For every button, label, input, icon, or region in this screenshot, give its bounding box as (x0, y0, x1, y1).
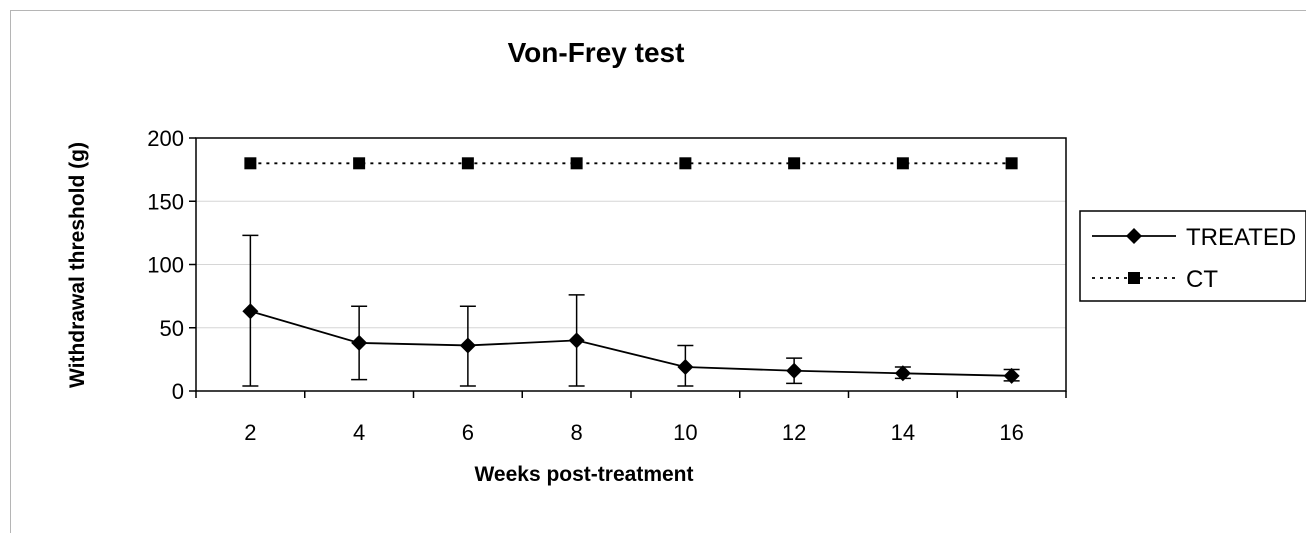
x-tick-label: 2 (244, 420, 256, 445)
x-tick-label: 6 (462, 420, 474, 445)
x-tick-label: 10 (673, 420, 697, 445)
legend-label-ct: CT (1186, 266, 1218, 293)
x-tick-label: 16 (999, 420, 1023, 445)
treated-point (677, 358, 694, 375)
y-tick-label: 150 (147, 189, 184, 214)
chart-title: Von-Frey test (508, 37, 685, 68)
chart-frame (10, 10, 1306, 533)
treated-point (568, 332, 585, 349)
x-tick-label: 4 (353, 420, 365, 445)
treated-point (459, 337, 476, 354)
legend-marker-ct (1128, 272, 1140, 284)
y-tick-label: 0 (172, 379, 184, 404)
legend-label-treated: TREATED (1186, 224, 1296, 251)
treated-point (1003, 367, 1020, 384)
x-tick-label: 8 (571, 420, 583, 445)
treated-point (242, 303, 259, 320)
ct-point (244, 157, 257, 170)
y-tick-label: 50 (160, 316, 184, 341)
treated-point (786, 362, 803, 379)
y-tick-label: 100 (147, 253, 184, 278)
treated-series-line (250, 310, 1012, 377)
ct-point (1005, 157, 1018, 170)
x-axis-title: Weeks post-treatment (474, 463, 693, 486)
y-axis-title: Withdrawal threshold (g) (66, 142, 89, 388)
ct-point (353, 157, 366, 170)
x-tick-label: 14 (891, 420, 915, 445)
ct-point (679, 157, 692, 170)
x-tick-label: 12 (782, 420, 806, 445)
ct-point (570, 157, 583, 170)
ct-point (896, 157, 909, 170)
legend: TREATED CT (1079, 210, 1306, 302)
legend-box (1079, 210, 1306, 302)
legend-marker-treated (1126, 228, 1142, 244)
treated-point (894, 365, 911, 382)
treated-point (351, 334, 368, 351)
plot-area: 0 50 100 150 200 2 4 6 8 10 12 14 16 (147, 126, 1067, 445)
y-tick-label: 200 (147, 126, 184, 151)
ct-point (788, 157, 801, 170)
ct-point (461, 157, 474, 170)
